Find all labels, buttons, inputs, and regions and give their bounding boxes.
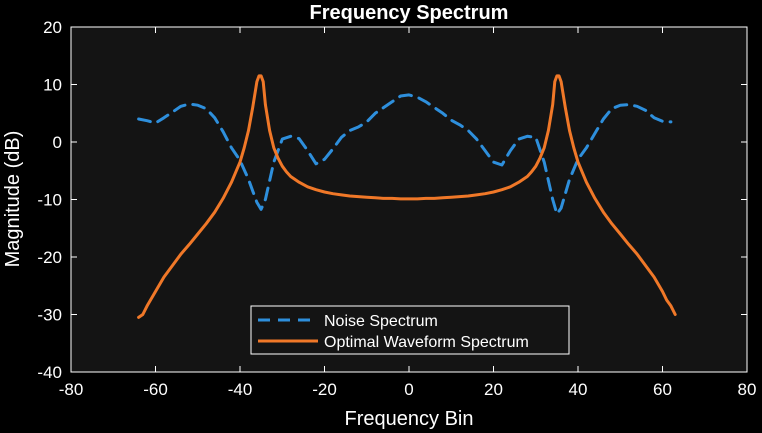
x-tick-label: -40 — [228, 380, 253, 399]
x-tick-label: -60 — [143, 380, 168, 399]
y-tick-label: 20 — [43, 18, 62, 37]
y-tick-label: -10 — [37, 191, 62, 210]
ticks-layer: -80 -60 -40 -20 0 20 40 60 80 -40 -30 -20 -10 0 10 20 — [37, 18, 756, 399]
legend-box — [250, 305, 570, 355]
series-layer — [137, 74, 677, 319]
x-tick-label: 40 — [569, 380, 588, 399]
y-tick-label: -40 — [37, 363, 62, 382]
chart-title: Frequency Spectrum — [310, 2, 509, 24]
x-axis-label: Frequency Bin — [345, 408, 474, 430]
noise-spectrum-line — [137, 93, 673, 216]
y-tick-label: 0 — [53, 133, 62, 152]
y-tick-label: -30 — [37, 306, 62, 325]
x-tick-label: 20 — [484, 380, 503, 399]
legend: Noise Spectrum Optimal Waveform Spectrum — [250, 305, 570, 355]
x-tick-label: 60 — [653, 380, 672, 399]
y-axis-label: Magnitude (dB) — [2, 131, 24, 268]
x-tick-label: 0 — [404, 380, 413, 399]
optimal-waveform-spectrum-line — [137, 74, 677, 319]
y-tick-label: 10 — [43, 76, 62, 95]
x-tick-label: -20 — [312, 380, 337, 399]
y-tick-label: -20 — [37, 248, 62, 267]
x-tick-label: -80 — [59, 380, 84, 399]
legend-noise-label: Noise Spectrum — [324, 313, 438, 330]
legend-waveform-label: Optimal Waveform Spectrum — [324, 334, 529, 351]
x-tick-label: 80 — [738, 380, 757, 399]
